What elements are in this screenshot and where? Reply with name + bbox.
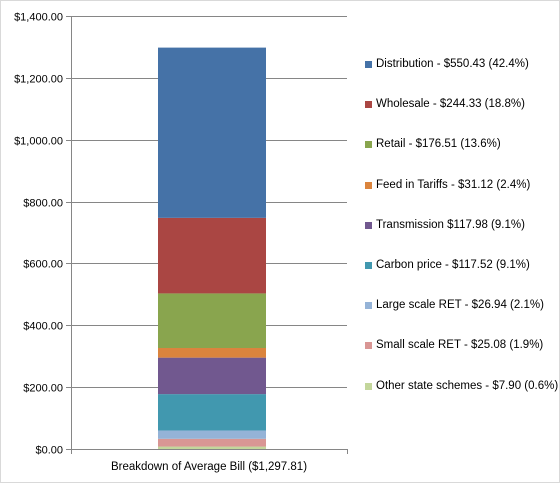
bar-segment: [158, 446, 266, 449]
legend-label: Carbon price - $117.52 (9.1%): [376, 259, 530, 271]
legend-item: Retail - $176.51 (13.6%): [365, 137, 560, 152]
legend-swatch: [365, 182, 372, 189]
legend-label: Small scale RET - $25.08 (1.9%): [376, 339, 544, 351]
legend-item: Carbon price - $117.52 (9.1%): [365, 258, 560, 273]
legend-label: Other state schemes - $7.90 (0.6%): [376, 380, 559, 392]
x-category-label: Breakdown of Average Bill ($1,297.81): [111, 461, 307, 473]
legend-item: Wholesale - $244.33 (18.8%): [365, 97, 560, 112]
y-tick-label: $1,000.00: [14, 136, 63, 148]
legend-swatch: [365, 262, 372, 269]
bar-segment: [158, 394, 266, 431]
axes: [71, 16, 348, 454]
legend-item: Other state schemes - $7.90 (0.6%): [365, 379, 560, 394]
legend-item: Large scale RET - $26.94 (2.1%): [365, 298, 560, 313]
legend-label: Large scale RET - $26.94 (2.1%): [376, 299, 544, 311]
y-tick-label: $200.00: [23, 383, 63, 395]
bar-segment: [158, 217, 266, 294]
y-tick-label: $600.00: [23, 259, 63, 271]
legend-label: Feed in Tariffs - $31.12 (2.4%): [376, 179, 531, 191]
bar-segment: [158, 438, 266, 447]
y-tick-label: $1,200.00: [14, 74, 63, 86]
legend-item: Feed in Tariffs - $31.12 (2.4%): [365, 178, 560, 193]
bar-segment: [158, 47, 266, 218]
x-axis-labels: Breakdown of Average Bill ($1,297.81): [111, 461, 307, 473]
legend-item: Small scale RET - $25.08 (1.9%): [365, 338, 560, 353]
legend-item: Distribution - $550.43 (42.4%): [365, 57, 560, 72]
legend-swatch: [365, 141, 372, 148]
legend-swatch: [365, 383, 372, 390]
y-tick-label: $1,400.00: [14, 12, 63, 24]
legend-swatch: [365, 101, 372, 108]
y-tick-label: $800.00: [23, 198, 63, 210]
y-tick-label: $0.00: [35, 445, 63, 457]
legend-label: Wholesale - $244.33 (18.8%): [376, 98, 525, 110]
bar-stack: [158, 47, 266, 449]
legend-swatch: [365, 342, 372, 349]
legend-item: Transmission $117.98 (9.1%): [365, 218, 560, 233]
bar-segment: [158, 293, 266, 349]
legend-label: Retail - $176.51 (13.6%): [376, 138, 501, 150]
legend-label: Distribution - $550.43 (42.4%): [376, 58, 529, 70]
y-axis-ticks: $0.00 $200.00 $400.00 $600.00 $800.00 $1,000.…: [14, 12, 71, 457]
legend-swatch: [365, 61, 372, 68]
legend-swatch: [365, 222, 372, 229]
legend-label: Transmission $117.98 (9.1%): [376, 219, 525, 231]
bar-segment: [158, 348, 266, 358]
legend-swatch: [365, 302, 372, 309]
bar-segment: [158, 430, 266, 439]
bar-segment: [158, 357, 266, 395]
y-tick-label: $400.00: [23, 321, 63, 333]
